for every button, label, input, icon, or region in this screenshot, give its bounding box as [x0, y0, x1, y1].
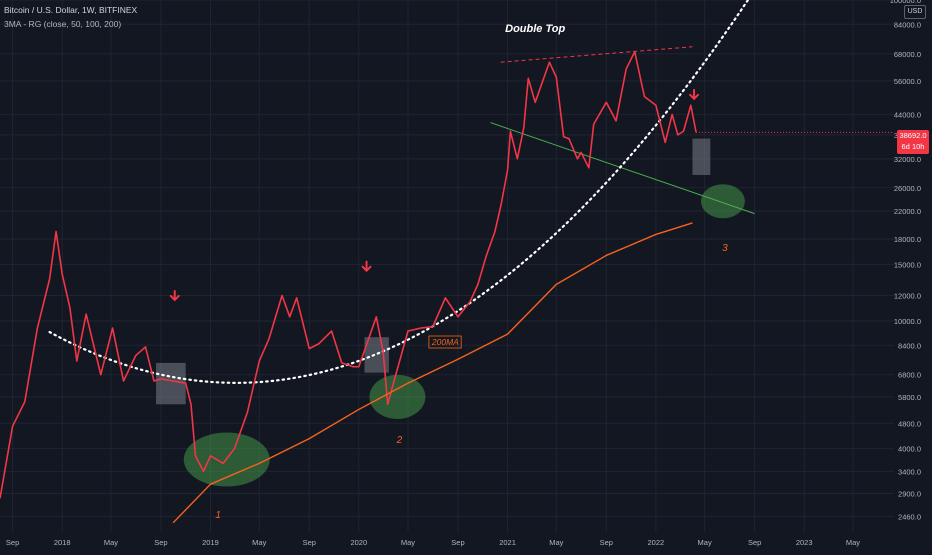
- x-tick-label: Sep: [303, 538, 316, 547]
- y-tick-label: 84000.0: [894, 20, 921, 29]
- symbol-title[interactable]: Bitcoin / U.S. Dollar, 1W, BITFINEX: [4, 5, 138, 15]
- x-tick-label: Sep: [600, 538, 613, 547]
- x-tick-label: May: [401, 538, 415, 547]
- y-tick-label: 6800.0: [898, 371, 921, 380]
- y-tick-label: 4000.0: [898, 445, 921, 454]
- consolidation-box: [692, 138, 711, 175]
- y-tick-label: 68000.0: [894, 50, 921, 59]
- y-tick-label: 10000.0: [894, 317, 921, 326]
- y-tick-label: 22000.0: [894, 207, 921, 216]
- y-tick-label: 44000.0: [894, 110, 921, 119]
- resistance-dashed-line: [500, 46, 693, 63]
- x-tick-label: Sep: [154, 538, 167, 547]
- x-tick-label: 2018: [54, 538, 71, 547]
- support-zone-ellipse: [369, 374, 426, 419]
- y-tick-label: 5800.0: [898, 393, 921, 402]
- ma200-line: [172, 222, 693, 524]
- x-tick-label: Sep: [748, 538, 761, 547]
- annotation-label: Double Top: [505, 23, 565, 35]
- annotation-label: 2: [396, 435, 403, 446]
- x-tick-label: 2019: [202, 538, 219, 547]
- y-tick-label: 2460.0: [898, 512, 921, 521]
- y-tick-label: 26000.0: [894, 184, 921, 193]
- down-arrow-icon: [689, 88, 700, 101]
- y-tick-label: 4800.0: [898, 419, 921, 428]
- annotations: Double Top 200MA 1 2 3: [169, 23, 728, 521]
- axes: 100000.084000.068000.056000.044000.03800…: [6, 0, 921, 547]
- price-line: [0, 50, 697, 499]
- x-tick-label: 2022: [648, 538, 665, 547]
- y-tick-label: 8400.0: [898, 341, 921, 350]
- y-tick-label: 3400.0: [898, 467, 921, 476]
- x-tick-label: May: [549, 538, 563, 547]
- down-arrow-icon: [169, 289, 180, 302]
- last-price-countdown: 6d 10h: [901, 142, 925, 151]
- currency-badge[interactable]: USD: [904, 5, 926, 19]
- x-tick-label: Sep: [451, 538, 464, 547]
- annotation-box: [428, 335, 462, 349]
- neckline-trendline: [490, 122, 755, 215]
- down-arrow-icon: [361, 260, 372, 273]
- series-lines: [0, 0, 894, 524]
- y-tick-label: 56000.0: [894, 77, 921, 86]
- y-tick-label: 18000.0: [894, 235, 921, 244]
- parabolic-curve: [48, 0, 750, 384]
- zones: [156, 46, 755, 487]
- last-price-value: 38692.0: [899, 131, 927, 140]
- x-tick-label: 2023: [796, 538, 813, 547]
- y-tick-label: 15000.0: [894, 260, 921, 269]
- x-tick-label: May: [846, 538, 860, 547]
- y-tick-label: 2900.0: [898, 489, 921, 498]
- consolidation-box: [156, 362, 186, 405]
- x-tick-label: 2020: [350, 538, 367, 547]
- annotation-label: 1: [215, 510, 221, 521]
- y-tick-label: 100000.0: [890, 0, 921, 5]
- x-tick-label: May: [104, 538, 118, 547]
- x-tick-label: 2021: [499, 538, 516, 547]
- x-tick-label: Sep: [6, 538, 19, 547]
- y-tick-label: 12000.0: [894, 292, 921, 301]
- y-tick-label: 32000.0: [894, 155, 921, 164]
- annotation-label: 3: [722, 243, 728, 254]
- x-tick-label: May: [252, 538, 266, 547]
- x-tick-label: May: [698, 538, 712, 547]
- last-price-tag: 38692.0 6d 10h: [897, 130, 929, 154]
- annotation-label: 200MA: [431, 337, 459, 347]
- gridlines: [0, 0, 894, 532]
- indicator-legend[interactable]: 3MA - RG (close, 50, 100, 200): [4, 19, 122, 29]
- support-zone-ellipse: [700, 184, 745, 219]
